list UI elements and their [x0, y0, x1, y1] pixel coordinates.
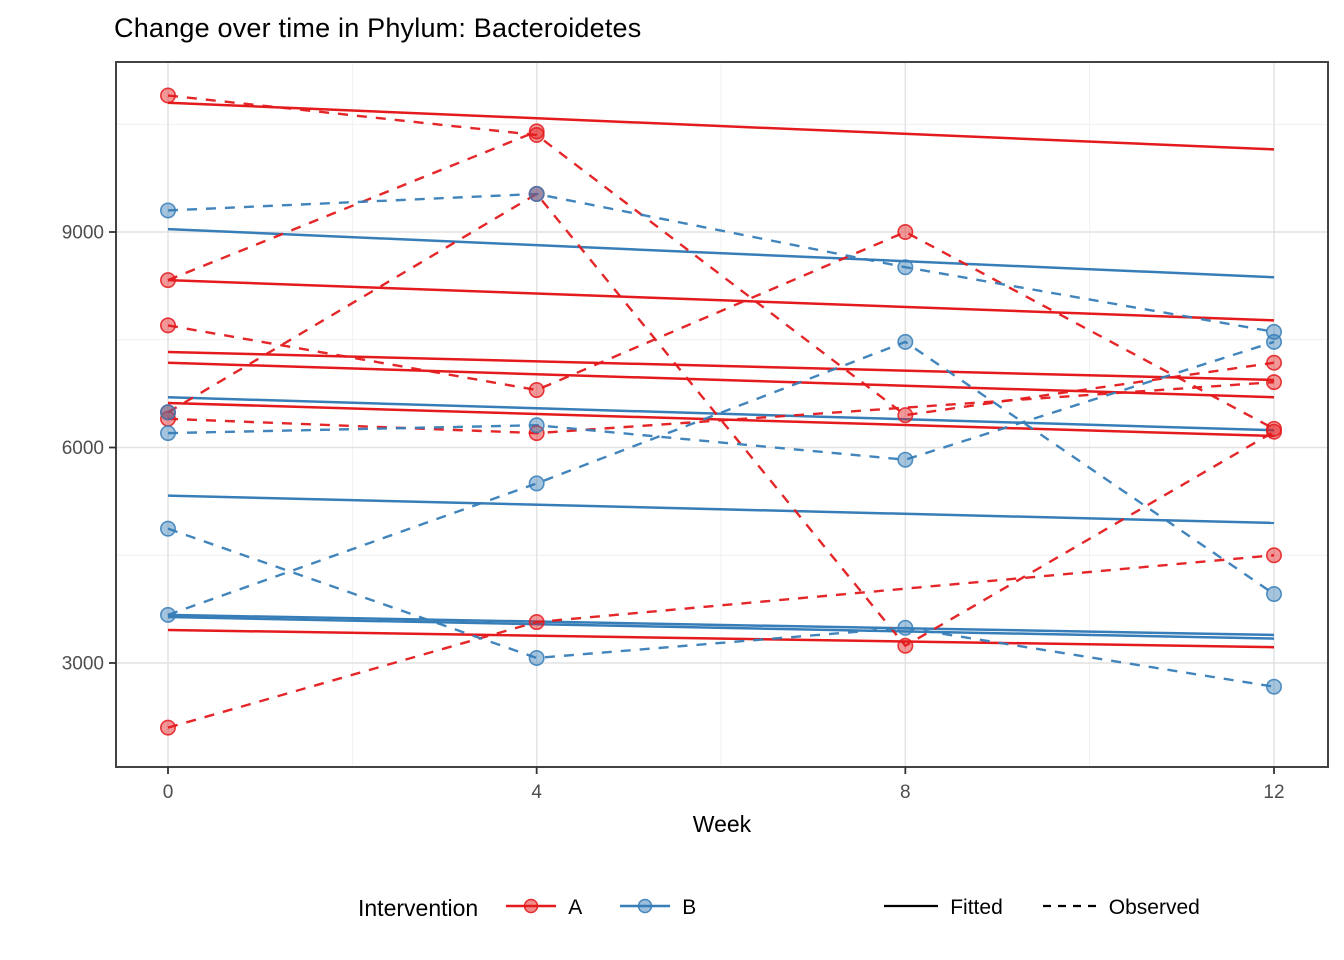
observed-line — [167, 527, 1275, 688]
fitted-line — [167, 227, 1275, 279]
data-point — [1266, 678, 1283, 695]
data-point — [897, 637, 914, 654]
data-point — [528, 614, 545, 631]
y-tick-label: 9000 — [62, 223, 104, 244]
data-point — [528, 123, 545, 140]
legend-spacer — [1003, 908, 1041, 909]
data-point — [160, 425, 177, 442]
data-point — [1266, 354, 1283, 371]
observed-line — [167, 554, 1275, 729]
chart-title: Change over time in Phylum: Bacteroidete… — [114, 13, 642, 43]
legend-spacer — [582, 908, 618, 909]
legend-label-B: B — [682, 896, 697, 919]
data-point — [528, 127, 545, 144]
fitted-line — [167, 350, 1275, 382]
data-point — [1266, 423, 1283, 440]
fitted-line — [167, 628, 1275, 649]
fitted-line — [167, 615, 1275, 640]
y-tick-label: 3000 — [62, 654, 104, 675]
observed-line — [167, 192, 1275, 334]
legend: Intervention A B Fitted — [358, 886, 1200, 930]
legend-key-B-point — [637, 898, 653, 913]
x-tick-label: 4 — [531, 782, 542, 803]
legend-spacer — [696, 908, 882, 909]
legend-key-A-point — [523, 898, 539, 913]
legend-label-A: A — [568, 896, 583, 919]
data-point — [528, 649, 545, 666]
observed-line — [167, 340, 1275, 461]
data-point — [1266, 586, 1283, 603]
data-point — [160, 520, 177, 537]
observed-line — [167, 340, 1275, 617]
data-point — [160, 404, 177, 421]
data-point — [160, 317, 177, 334]
data-point — [528, 382, 545, 399]
data-point — [160, 202, 177, 219]
fitted-line — [167, 361, 1275, 399]
observed-line — [167, 230, 1275, 430]
fitted-line — [167, 278, 1275, 322]
data-point — [1266, 333, 1283, 350]
data-point — [1266, 374, 1283, 391]
fitted-line — [167, 494, 1275, 525]
data-point — [1266, 547, 1283, 564]
data-point — [160, 272, 177, 289]
data-point — [528, 185, 545, 202]
legend-label-observed: Observed — [1108, 896, 1200, 919]
legend-title: Intervention — [358, 894, 479, 921]
legend-label-fitted: Fitted — [950, 896, 1003, 919]
legend-key-fitted — [882, 895, 940, 922]
data-point — [897, 224, 914, 241]
plot-area: 0 4 8 12 3000 6000 9000 — [62, 61, 1329, 803]
panel-border — [115, 61, 1329, 768]
fitted-line — [167, 101, 1275, 151]
fitted-line — [167, 613, 1275, 637]
data-point — [897, 259, 914, 276]
x-axis-title: Week — [692, 811, 752, 837]
data-point — [160, 606, 177, 623]
data-point — [160, 719, 177, 736]
data-point — [897, 333, 914, 350]
legend-key-B — [618, 895, 672, 922]
legend-key-observed — [1041, 895, 1099, 922]
observed-line — [167, 130, 538, 282]
x-tick-label: 12 — [1263, 782, 1284, 803]
fitted-line — [167, 395, 1275, 432]
data-point — [897, 451, 914, 468]
x-tick-label: 0 — [163, 782, 174, 803]
legend-key-A — [504, 895, 558, 922]
data-point — [897, 619, 914, 636]
data-point — [160, 87, 177, 104]
data-point — [897, 407, 914, 424]
y-tick-label: 6000 — [62, 438, 104, 459]
data-point — [528, 475, 545, 492]
data-point — [528, 417, 545, 434]
x-tick-label: 8 — [900, 782, 911, 803]
observed-line — [167, 192, 1275, 648]
